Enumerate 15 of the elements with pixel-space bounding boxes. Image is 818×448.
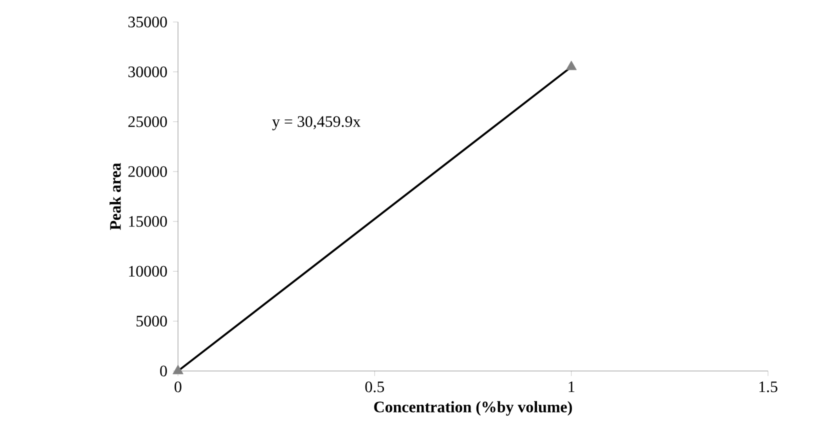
x-tick-label: 1.5 [759, 382, 778, 392]
y-tick-label: 25000 [128, 116, 167, 128]
x-axis-title: Concentration (%by volume) [374, 401, 572, 416]
y-tick-label: 20000 [128, 166, 167, 177]
y-tick-label: 5000 [136, 316, 167, 327]
y-axis-title: Peak area [110, 163, 121, 230]
y-tick-label: 35000 [128, 16, 167, 28]
y-tick-label: 30000 [128, 66, 167, 78]
annotation: y = 30,459.9x [272, 116, 361, 130]
x-tick-label: 0.5 [365, 382, 384, 392]
y-tick-label: 15000 [129, 216, 167, 227]
x-tick-label: 1 [568, 382, 574, 392]
y-tick-label: 0 [160, 366, 167, 376]
x-tick-label: 0 [174, 382, 182, 392]
y-tick-label: 10000 [129, 266, 167, 277]
